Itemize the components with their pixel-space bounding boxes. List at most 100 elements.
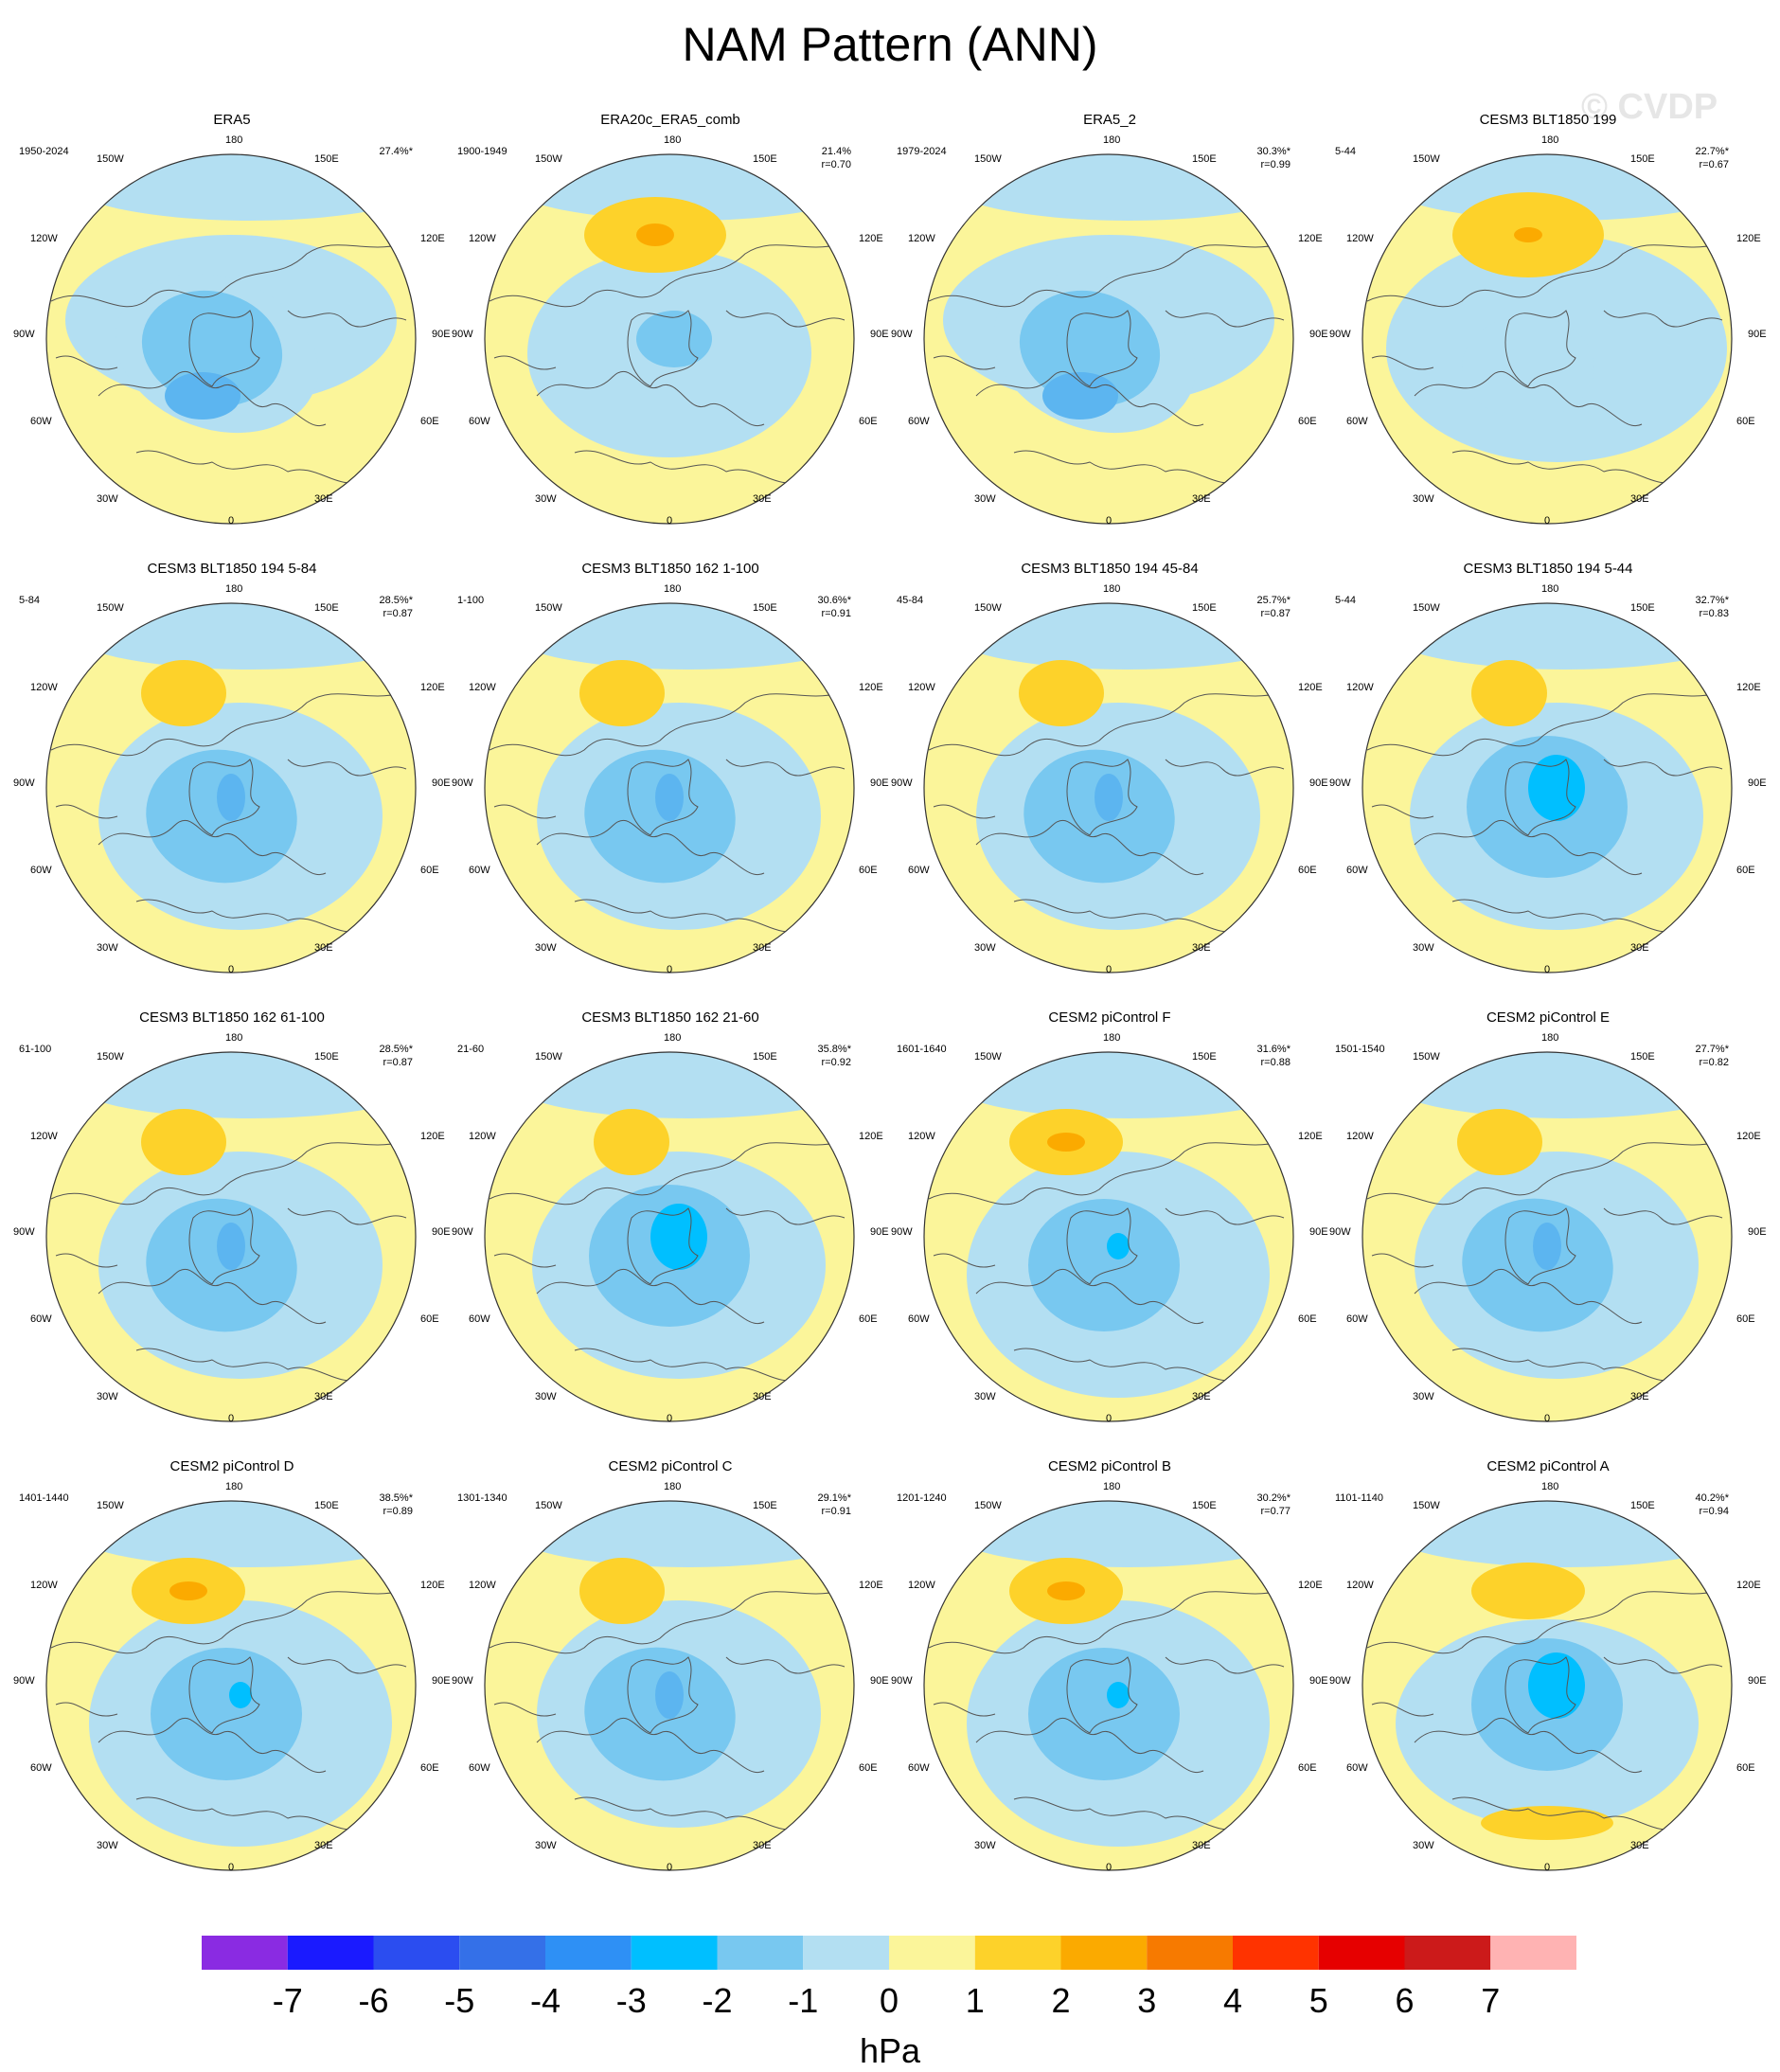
longitude-label: 180 — [225, 134, 242, 146]
polar-map: 180 150W 150E 120W 120E 90W 90E 60W 60E 30W 30E 0 — [891, 1481, 1328, 1873]
longitude-label: 30E — [1630, 493, 1649, 505]
colorbar-tick-label: -4 — [529, 1981, 561, 2020]
coastline — [1366, 692, 1718, 757]
field-contour — [1107, 1682, 1130, 1708]
coastline — [1504, 1207, 1576, 1285]
field-contour — [1028, 1648, 1180, 1780]
colorbar-tick-label: -5 — [444, 1981, 475, 2020]
colorbar-tick-label: 6 — [1395, 1981, 1415, 2020]
longitude-label: 60W — [30, 416, 52, 427]
coastline — [135, 899, 365, 933]
panel-variance-pct: 29.1%* — [817, 1492, 851, 1504]
coastline — [536, 1268, 765, 1325]
longitude-label: 60E — [1298, 416, 1317, 427]
longitude-label: 90E — [870, 1675, 889, 1687]
longitude-label: 180 — [225, 583, 242, 595]
coastline — [98, 1717, 327, 1774]
coastline — [1013, 1796, 1242, 1831]
coastline — [933, 355, 996, 370]
longitude-label: 150W — [97, 1051, 124, 1063]
longitude-label: 60W — [908, 1313, 930, 1325]
coastline — [55, 1702, 118, 1717]
longitude-label: 180 — [664, 134, 681, 146]
longitude-label: 120W — [908, 233, 935, 244]
longitude-label: 30E — [753, 1840, 772, 1851]
longitude-label: 120E — [1298, 1580, 1323, 1591]
panel-title: CESM2 piControl A — [1486, 1458, 1610, 1474]
colorbar-segment — [717, 1936, 804, 1970]
longitude-label: 0 — [1544, 515, 1550, 527]
panel-pattern-correlation: r=0.88 — [1260, 1057, 1291, 1068]
longitude-label: 60E — [859, 1313, 878, 1325]
coastline — [55, 804, 118, 819]
coastline — [725, 759, 846, 777]
longitude-label: 60E — [1298, 865, 1317, 876]
panel-period: 21-60 — [457, 1044, 485, 1055]
field-layer — [1362, 1052, 1732, 1421]
coastline — [928, 243, 1280, 308]
field-contour — [1514, 227, 1542, 242]
field-contour — [151, 1648, 302, 1780]
longitude-label: 90E — [870, 777, 889, 789]
coastline — [50, 1141, 402, 1206]
map-boundary — [484, 1500, 855, 1871]
polar-map: 180 150W 150E 120W 120E 90W 90E 60W 60E 30W 30E 0 — [1329, 583, 1767, 975]
longitude-label: 120E — [1736, 682, 1761, 693]
longitude-label: 90E — [432, 329, 451, 340]
longitude-label: 90W — [452, 1675, 473, 1687]
panel-period: 5-44 — [1335, 595, 1357, 606]
coastline — [627, 759, 699, 836]
longitude-label: 120W — [30, 1131, 58, 1142]
field-layer — [46, 1501, 416, 1870]
longitude-label: 150E — [314, 153, 339, 165]
longitude-label: 0 — [667, 1862, 672, 1873]
longitude-label: 30W — [535, 942, 557, 954]
field-contour — [1047, 1133, 1085, 1152]
longitude-label: 30E — [1630, 1391, 1649, 1402]
longitude-label: 30E — [753, 493, 772, 505]
panel-pattern-correlation: r=0.87 — [383, 608, 414, 619]
longitude-label: 60E — [1298, 1313, 1317, 1325]
coastline — [493, 1702, 557, 1717]
coastline — [1013, 1348, 1242, 1382]
panel-pattern-correlation: r=0.70 — [821, 159, 852, 170]
longitude-label: 120E — [859, 233, 883, 244]
coastline — [975, 819, 1204, 876]
coastline — [627, 310, 699, 387]
longitude-label: 0 — [667, 515, 672, 527]
longitude-label: 90E — [1309, 1226, 1328, 1238]
longitude-label: 30W — [535, 1391, 557, 1402]
colorbar-tick-label: -6 — [358, 1981, 389, 2020]
field-contour — [1528, 1652, 1585, 1719]
longitude-label: 120W — [469, 1580, 496, 1591]
longitude-label: 30E — [1630, 942, 1649, 954]
coastline — [1414, 1717, 1643, 1774]
longitude-label: 180 — [1541, 583, 1558, 595]
map-panel: CESM3 BLT1850 194 5-84 5-84 28.5%* r=0.87 18… — [9, 561, 454, 1009]
longitude-label: 90W — [452, 1226, 473, 1238]
coastline — [627, 1656, 699, 1734]
longitude-label: 120E — [1298, 233, 1323, 244]
longitude-label: 90W — [1329, 1675, 1351, 1687]
coastline — [1066, 1656, 1138, 1734]
longitude-label: 150E — [1192, 153, 1217, 165]
longitude-label: 150E — [314, 1500, 339, 1511]
longitude-label: 0 — [1544, 964, 1550, 975]
coastline — [55, 1253, 118, 1268]
panel-pattern-correlation: r=0.94 — [1699, 1506, 1730, 1517]
map-boundary — [1362, 602, 1733, 973]
panel-period: 45-84 — [897, 595, 924, 606]
longitude-label: 30W — [97, 493, 118, 505]
coastline — [287, 1656, 407, 1674]
longitude-label: 180 — [664, 1032, 681, 1044]
coastline — [135, 450, 365, 484]
panel-title: ERA5 — [213, 112, 251, 128]
coastline — [1451, 1796, 1681, 1831]
map-boundary — [923, 153, 1294, 525]
longitude-label: 90E — [1748, 329, 1767, 340]
coastline — [287, 1207, 407, 1225]
longitude-label: 120E — [1298, 682, 1323, 693]
map-panel: CESM3 BLT1850 194 45-84 45-84 25.7%* r=0.87… — [887, 561, 1332, 1009]
coastline — [725, 1656, 846, 1674]
longitude-label: 120E — [1736, 233, 1761, 244]
